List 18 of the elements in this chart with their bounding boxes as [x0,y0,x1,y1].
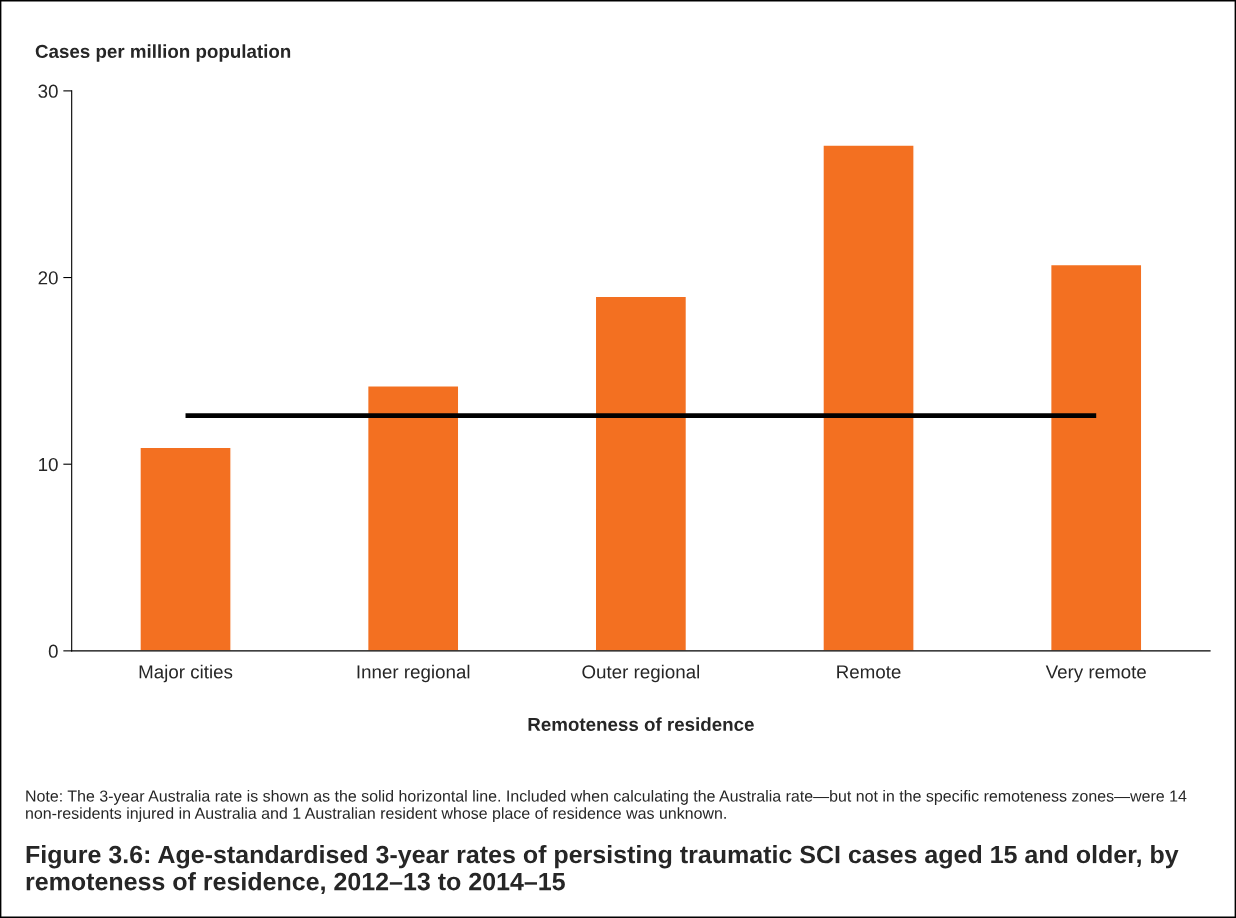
bar [1049,263,1143,651]
y-tick-label: 0 [48,644,58,658]
x-tick-label: Major cities [139,664,233,683]
x-tick-label: Very remote [1045,665,1146,683]
x-axis-title: Remoteness of residence [528,717,754,732]
bar [594,295,688,651]
bar [139,446,232,651]
bar [366,385,460,651]
y-axis-title: Cases per million population [35,44,291,62]
text: Note: The 3-year Australia rate is shown as the solid horizontal line. Included when calculating the Australia rate—but not in the specific remoteness zones—were 14 non-residents injured in Australia and 1 Australian resident whose place of residence was unknown. [26,790,1187,823]
bar [822,144,915,651]
x-tick-label: Remote [837,665,901,679]
y-tick-label: 30 [38,84,58,98]
y-tick-label: 10 [39,457,58,472]
text: Figure 3.6: Age-standardised 3-year rates of persisting traumatic SCI cases aged 15 and older, by remoteness of residence, 2012–13 to 2014–15 [26,845,1179,895]
x-tick-label: Outer regional [582,664,700,683]
x-tick-label: Inner regional [357,664,470,683]
y-tick-label: 20 [38,271,58,285]
